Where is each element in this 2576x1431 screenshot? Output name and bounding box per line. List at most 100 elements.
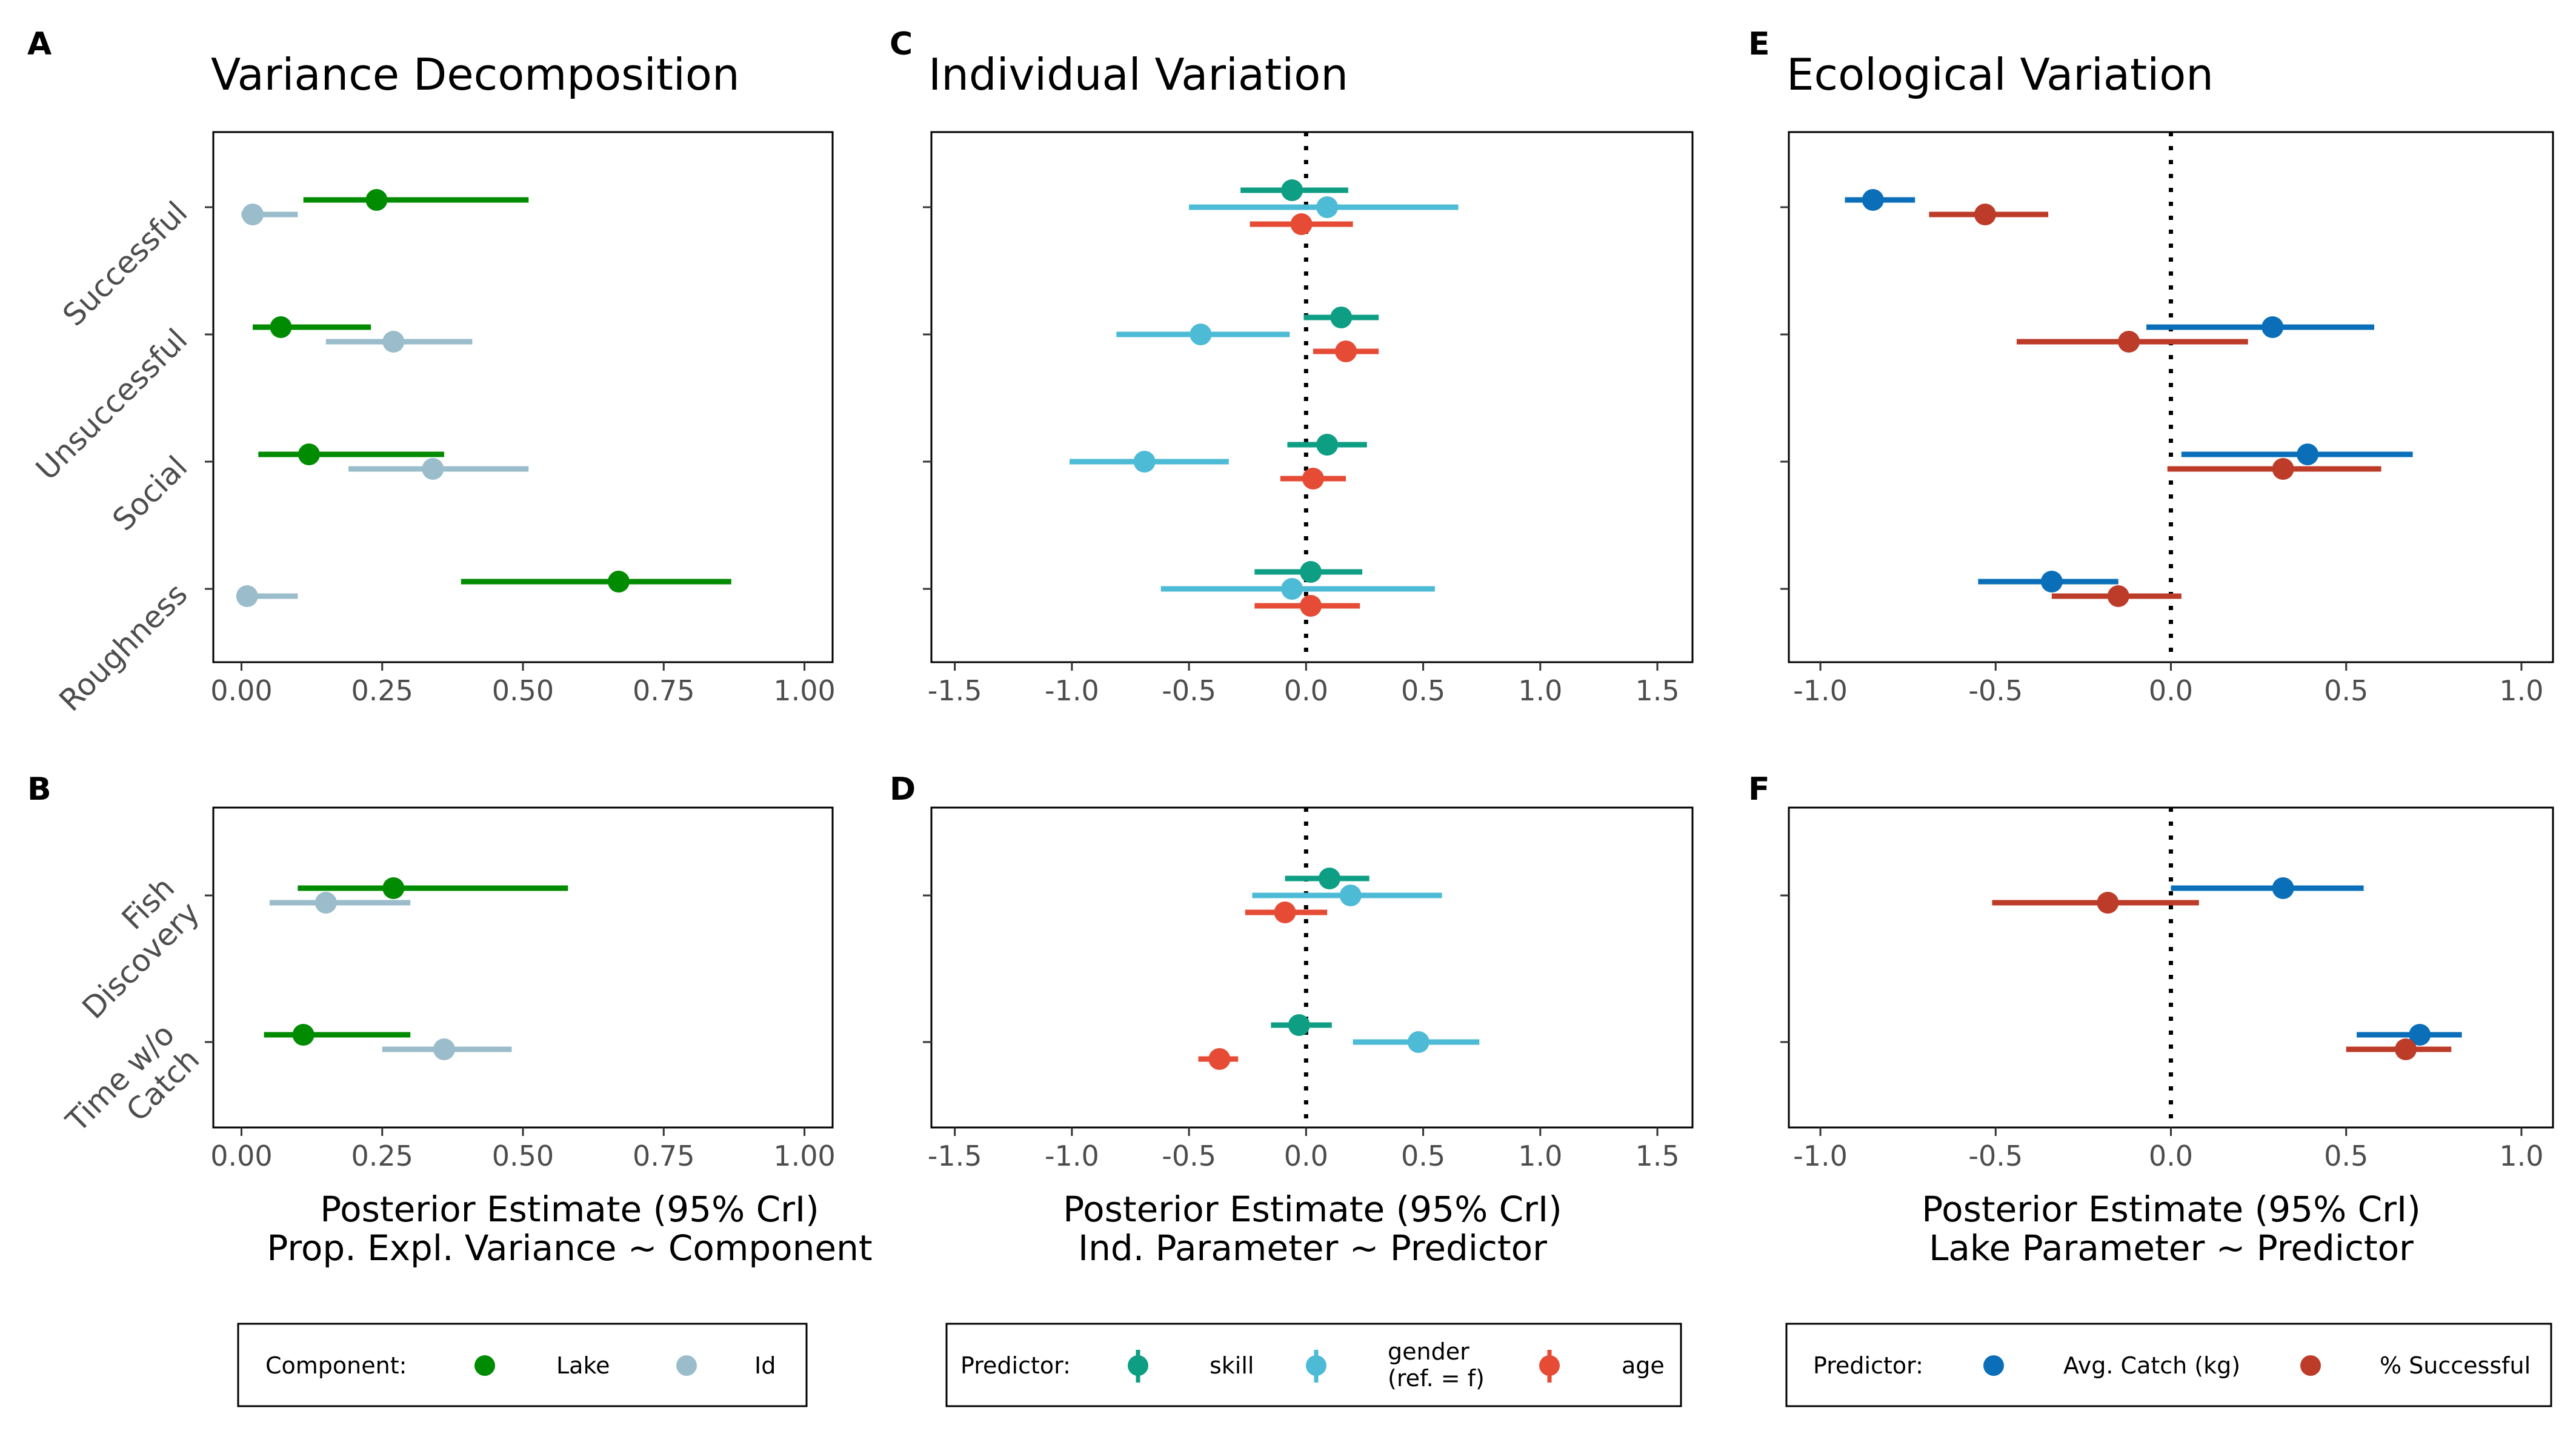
panel-d-xtick-label: -0.5	[1162, 1140, 1216, 1172]
panel-f-point-successful	[2395, 1038, 2417, 1060]
legend-avg-catch-key	[1983, 1355, 2004, 1376]
panel-a-category-label: Social	[106, 449, 195, 537]
panel-b-xtick-label: 0.75	[633, 1140, 694, 1172]
panel-f-point-avg-catch-kg	[2272, 877, 2294, 899]
x-axis-title-col3-line2: Lake Parameter ~ Predictor	[1929, 1227, 2414, 1269]
panel-d-xtick-label: -1.5	[928, 1140, 982, 1172]
legend-predictor-ecological: Predictor: Avg. Catch (kg) % Successful	[1785, 1323, 2552, 1407]
legend-id-key	[676, 1355, 697, 1376]
panel-b-category-label: Time w/oCatch	[59, 1017, 206, 1164]
panel-a-category-label: Successful	[56, 194, 194, 333]
panel-a-point-lake	[270, 316, 292, 338]
panel-b-xtick-label: 0.50	[492, 1140, 554, 1172]
panel-b-category-label: FishDiscovery	[51, 870, 207, 1026]
panel-e-xtick-label: -0.5	[1968, 674, 2023, 707]
panel-a-xtick-label: 0.75	[633, 674, 694, 707]
panel-a-category-label: Roughness	[53, 576, 195, 718]
panel-f-frame	[1788, 806, 2554, 1129]
panel-b-frame	[212, 806, 834, 1129]
panel-c-point-gender	[1281, 578, 1303, 600]
panel-a-point-id	[236, 585, 258, 607]
legend-age-label: age	[1622, 1352, 1665, 1379]
legend-predictor-ecological-frame	[1785, 1323, 2552, 1407]
panel-b-xtick-label: 1.00	[773, 1140, 835, 1172]
panel-c-point-skill	[1300, 561, 1322, 583]
panel-e-point-successful	[1974, 204, 1996, 225]
panel-d-point-age	[1274, 901, 1296, 923]
panel-e-point-avg-catch-kg	[2297, 443, 2319, 465]
x-axis-title-col2-line2: Ind. Parameter ~ Predictor	[1078, 1227, 1547, 1269]
panel-c-xtick-label: -0.5	[1162, 674, 1216, 707]
panel-c-xtick-label: -1.5	[928, 674, 982, 707]
panel-f-xtick-label: 0.5	[2324, 1140, 2368, 1172]
panel-letter-a: A	[27, 26, 52, 62]
panel-a-point-id	[422, 458, 444, 480]
panel-f-xtick-label: 1.0	[2499, 1140, 2543, 1172]
x-axis-title-col2-line1: Posterior Estimate (95% CrI)	[1063, 1189, 1562, 1230]
legend-gender-sublabel: (ref. = f)	[1388, 1365, 1485, 1392]
panel-e-point-avg-catch-kg	[1862, 189, 1884, 211]
panel-d-xtick-label: -1.0	[1045, 1140, 1099, 1172]
panel-d-point-skill	[1318, 868, 1340, 889]
legend-pct-successful-key	[2300, 1355, 2321, 1376]
legend-lake-key	[474, 1355, 495, 1376]
chart-panel-c: -1.5 -1.0 -0.5 0.0 0.5 1.0 1.5	[923, 131, 1694, 707]
panel-b-xtick-label: 0.25	[351, 1140, 413, 1172]
panel-f-xtick-label: -1.0	[1793, 1140, 1848, 1172]
legend-predictor-individual: Predictor: skill gender (ref. = f) age	[945, 1323, 1682, 1407]
panel-c-xtick-label: 1.0	[1518, 674, 1562, 707]
legend-pct-successful-label: % Successful	[2380, 1352, 2531, 1379]
panel-a-point-lake	[607, 571, 630, 593]
panel-letter-d: D	[890, 771, 916, 808]
panel-d-point-gender	[1407, 1031, 1429, 1053]
panel-a-point-lake	[365, 189, 388, 211]
panel-c-xtick-label: 1.5	[1635, 674, 1679, 707]
panel-a-xtick-label: 0.00	[210, 674, 272, 707]
panel-e-point-successful	[2272, 458, 2294, 480]
legend-gender-label: gender	[1388, 1338, 1469, 1365]
chart-panel-e: -1.0 -0.5 0.0 0.5 1.0	[1780, 131, 2554, 707]
panel-c-xtick-label: 0.5	[1401, 674, 1445, 707]
panel-f-xtick-label: 0.0	[2149, 1140, 2193, 1172]
panel-f-point-successful	[2097, 892, 2119, 914]
x-axis-title-col1-line2: Prop. Expl. Variance ~ Component	[267, 1227, 872, 1269]
panel-b-point-lake	[292, 1024, 315, 1046]
panel-title-e: Ecological Variation	[1786, 49, 2214, 100]
panel-d-xtick-label: 0.0	[1284, 1140, 1328, 1172]
panel-c-point-age	[1335, 340, 1357, 362]
panel-a-xtick-label: 0.50	[492, 674, 554, 707]
panel-b-xtick-label: 0.00	[210, 1140, 272, 1172]
chart-panel-a: 0.00 0.25 0.50 0.75 1.00SuccessfulUnsuccessf…	[29, 131, 836, 718]
legend-gender-key	[1306, 1355, 1326, 1376]
panel-c-point-gender	[1133, 451, 1156, 473]
chart-panel-f: -1.0 -0.5 0.0 0.5 1.0	[1780, 806, 2554, 1172]
panel-e-xtick-label: -1.0	[1793, 674, 1848, 707]
panel-b-point-lake	[382, 877, 405, 899]
panel-c-point-skill	[1330, 307, 1353, 328]
panel-letter-b: B	[27, 771, 52, 808]
legend-component-title: Component:	[265, 1352, 407, 1379]
panel-e-point-avg-catch-kg	[2040, 571, 2063, 593]
panel-c-point-gender	[1316, 196, 1339, 218]
panel-f-point-avg-catch-kg	[2409, 1024, 2431, 1046]
panel-letter-c: C	[890, 26, 913, 62]
legend-predictor-individual-title: Predictor:	[960, 1352, 1071, 1379]
panel-c-xtick-label: -1.0	[1045, 674, 1099, 707]
legend-component-frame	[237, 1323, 808, 1407]
panel-title-a: Variance Decomposition	[211, 49, 740, 100]
panel-c-point-age	[1302, 468, 1324, 490]
panel-d-xtick-label: 1.0	[1518, 1140, 1562, 1172]
panel-a-point-lake	[298, 443, 320, 465]
panel-e-point-successful	[2118, 331, 2140, 353]
panel-a-xtick-label: 1.00	[773, 674, 835, 707]
panel-title-c: Individual Variation	[928, 49, 1348, 100]
legend-component: Component: Lake Id	[237, 1323, 808, 1407]
legend-predictor-individual-frame	[945, 1323, 1682, 1407]
panel-letter-e: E	[1748, 26, 1770, 62]
panel-c-point-age	[1290, 213, 1313, 235]
panel-a-point-id	[382, 331, 405, 353]
panel-c-point-gender	[1190, 324, 1212, 345]
legend-lake-label: Lake	[556, 1352, 610, 1379]
